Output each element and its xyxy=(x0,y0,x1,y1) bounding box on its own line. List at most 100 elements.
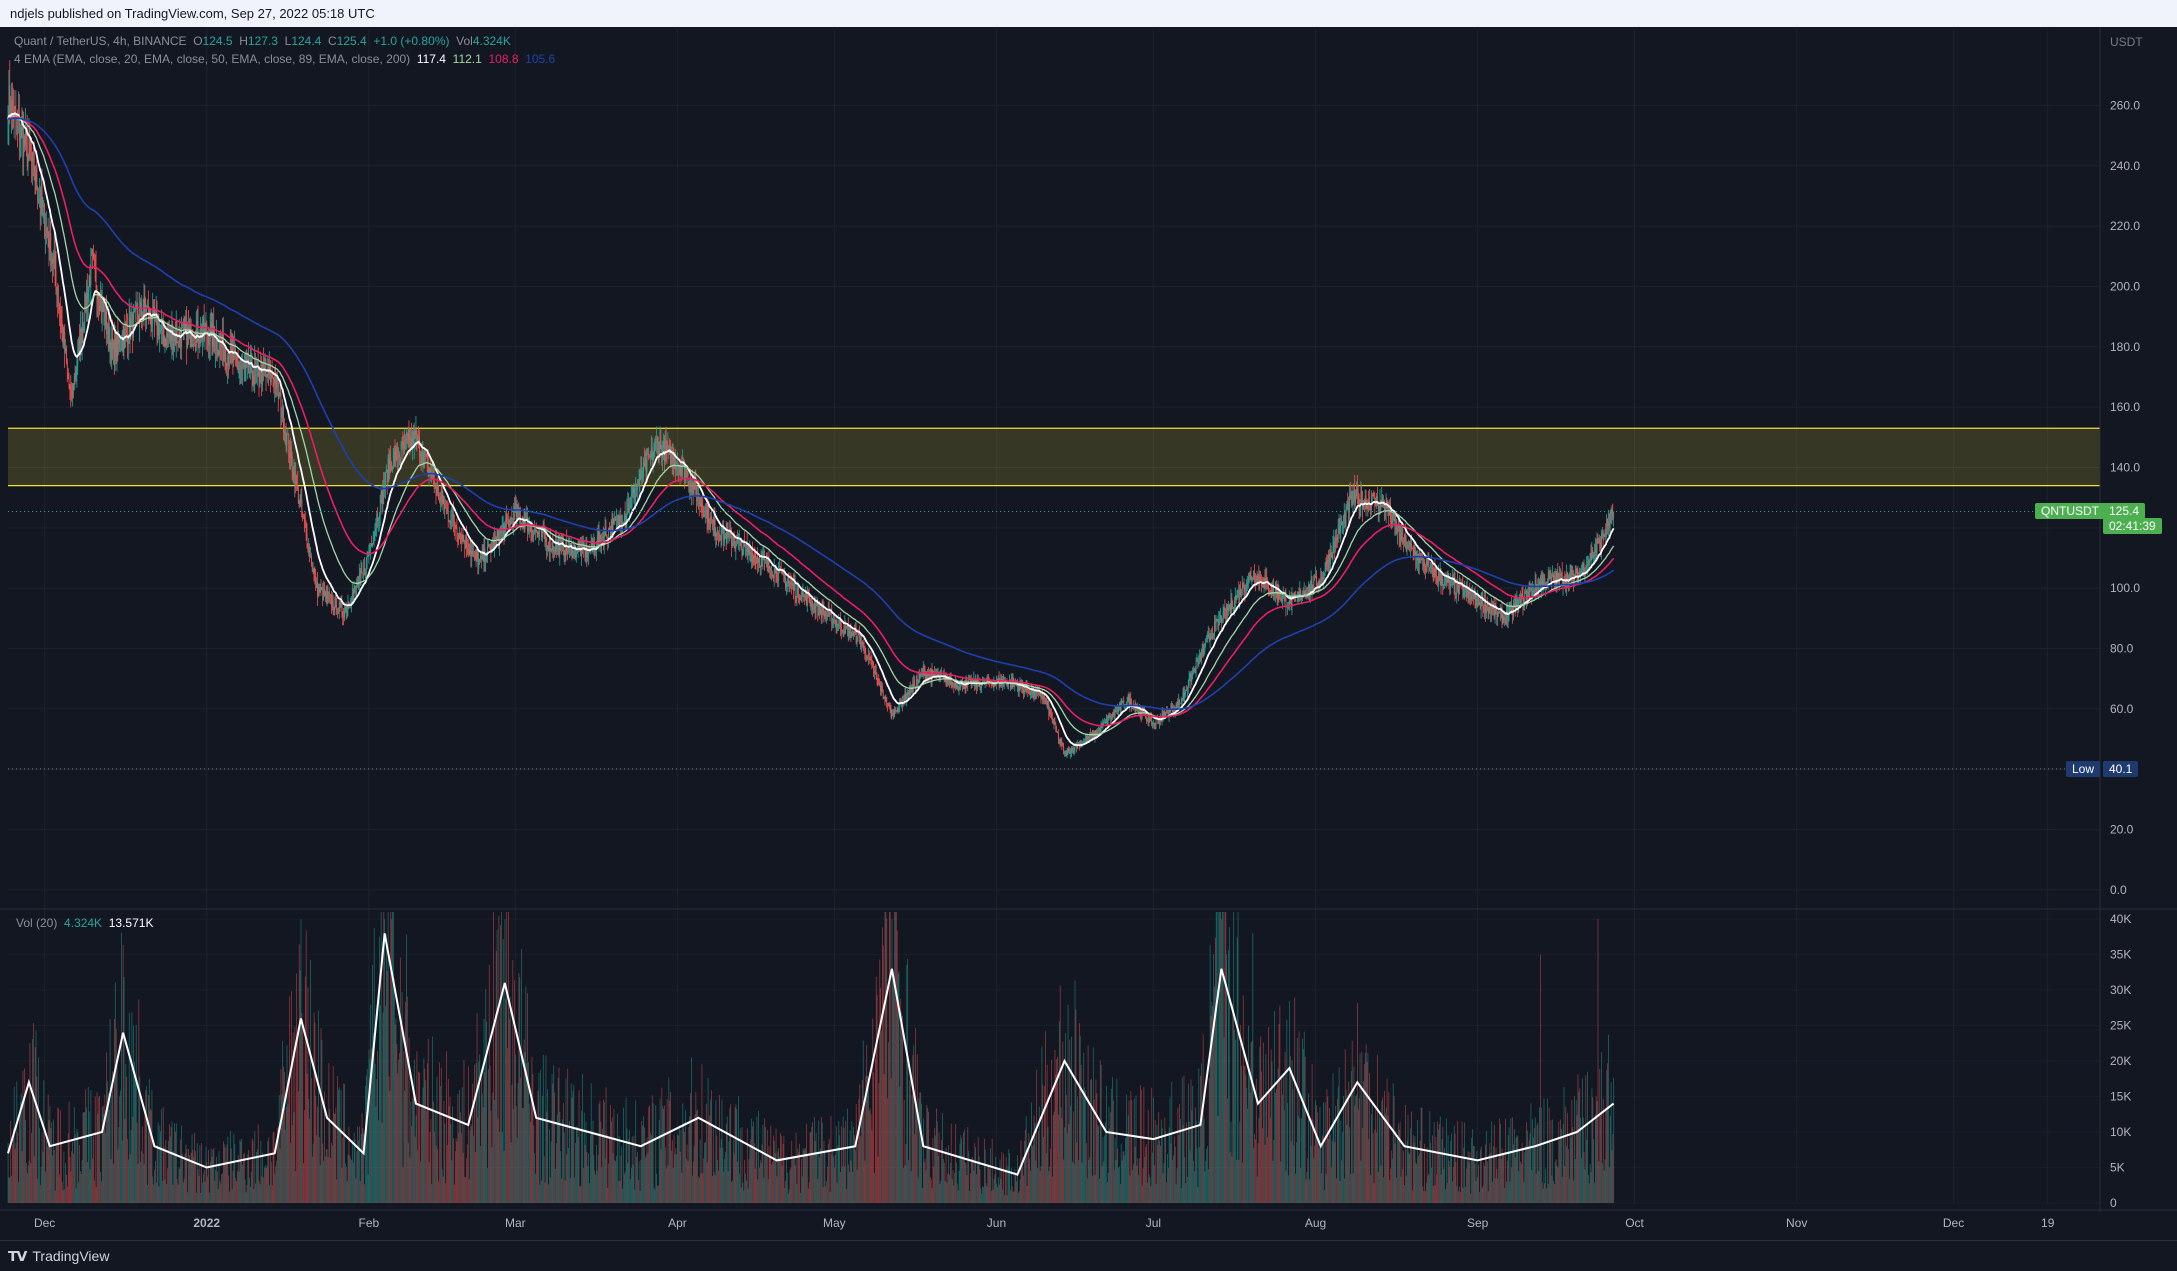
candle-body xyxy=(333,608,335,610)
candle-body xyxy=(780,570,782,572)
candle xyxy=(717,526,719,541)
candle-body xyxy=(588,548,590,555)
candle-body xyxy=(1375,504,1377,506)
candle-body xyxy=(302,512,304,517)
candle-body xyxy=(568,548,569,553)
candle-body xyxy=(640,470,642,473)
candle xyxy=(1335,529,1337,553)
candle-body xyxy=(941,673,943,677)
candle xyxy=(1414,544,1416,557)
candle-body xyxy=(646,454,648,473)
candle xyxy=(1051,712,1053,724)
candle-body xyxy=(1418,554,1420,564)
candle-body xyxy=(538,531,540,535)
candle xyxy=(867,655,868,661)
candle xyxy=(120,337,121,353)
candle-body xyxy=(678,465,679,468)
candle-body xyxy=(786,582,788,584)
candle-body xyxy=(284,432,286,434)
candle-body xyxy=(208,334,209,346)
candle-body xyxy=(792,583,793,586)
candle xyxy=(1300,588,1302,601)
candle-body xyxy=(800,597,802,602)
candle-body xyxy=(1326,560,1328,565)
candle-body xyxy=(876,674,878,680)
candle-body xyxy=(1153,723,1155,725)
candle xyxy=(286,432,288,454)
candle-body xyxy=(842,630,844,632)
candle xyxy=(103,301,105,326)
candle-body xyxy=(756,557,758,563)
candle-body xyxy=(64,332,66,352)
candle-body xyxy=(558,542,560,556)
candle xyxy=(27,153,29,176)
candle-body xyxy=(833,619,834,623)
candle xyxy=(127,338,129,361)
candle-body xyxy=(1418,553,1419,564)
candle-body xyxy=(1207,634,1209,637)
candle xyxy=(1339,517,1341,539)
candle-body xyxy=(419,454,421,457)
candle xyxy=(28,117,30,162)
candle xyxy=(266,374,268,378)
candle-body xyxy=(1423,562,1425,567)
candle-body xyxy=(1065,751,1067,756)
candle xyxy=(806,585,808,612)
candle-body xyxy=(1031,689,1033,695)
candle xyxy=(556,539,558,555)
candle-body xyxy=(768,558,770,569)
candle-body xyxy=(1377,505,1379,511)
candle xyxy=(1087,735,1089,742)
candle xyxy=(521,515,523,531)
candle xyxy=(1318,578,1320,592)
candle-body xyxy=(1402,529,1404,542)
candle-body xyxy=(488,543,490,546)
candle xyxy=(483,538,485,573)
candle-body xyxy=(1061,741,1063,746)
candle xyxy=(804,594,806,606)
candle-body xyxy=(311,556,312,566)
candle-body xyxy=(777,580,779,582)
candle-body xyxy=(855,629,857,643)
trading-chart[interactable]: USDT0.020.040.060.080.0100.0120.0140.016… xyxy=(0,27,2177,1240)
candle-body xyxy=(170,329,172,341)
candle-body xyxy=(1180,702,1181,704)
candle xyxy=(1283,592,1285,605)
candle-body xyxy=(1365,495,1367,505)
candle xyxy=(106,322,108,344)
candle-body xyxy=(623,513,625,523)
candle-body xyxy=(643,462,644,478)
candle-body xyxy=(1227,604,1228,611)
candle xyxy=(1356,475,1358,505)
candle-body xyxy=(880,684,882,691)
candle-body xyxy=(245,361,247,366)
candle xyxy=(1226,603,1228,624)
candle-body xyxy=(623,522,624,524)
candle-body xyxy=(1323,572,1325,577)
candle-body xyxy=(276,375,277,389)
candle xyxy=(746,532,748,560)
candle-body xyxy=(945,676,947,685)
candle-body xyxy=(693,479,695,494)
candle-body xyxy=(669,445,671,447)
candle xyxy=(1353,483,1355,505)
candle xyxy=(318,583,320,597)
candle-body xyxy=(560,540,562,542)
candle xyxy=(1094,729,1096,743)
candle-body xyxy=(244,365,246,368)
candle-body xyxy=(1430,565,1432,568)
candle-body xyxy=(1042,696,1044,700)
candle xyxy=(803,591,805,602)
candle-body xyxy=(467,547,468,549)
candle-body xyxy=(629,508,630,510)
candle xyxy=(1359,499,1361,519)
candle-body xyxy=(421,457,423,464)
candle-body xyxy=(83,326,85,331)
candle-body xyxy=(752,554,754,563)
candle-body xyxy=(733,542,735,546)
candle xyxy=(1242,582,1244,589)
candle xyxy=(1105,714,1107,725)
candle xyxy=(701,495,703,519)
candle-body xyxy=(1368,500,1370,502)
candle xyxy=(159,319,161,353)
